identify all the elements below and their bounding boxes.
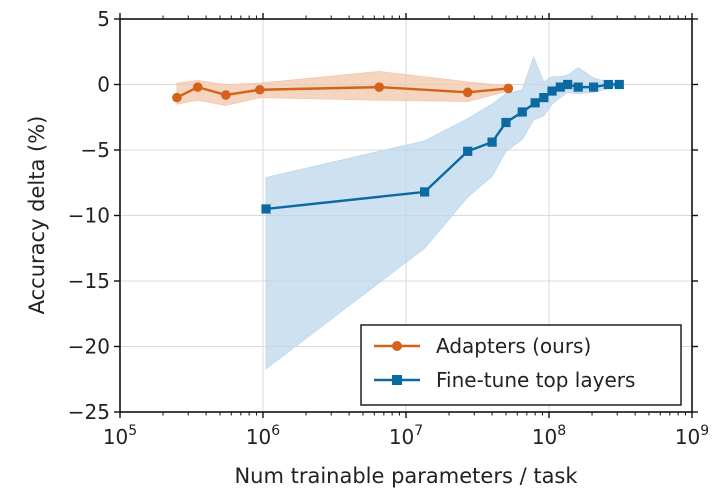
data-point [374, 82, 385, 92]
data-point [261, 204, 271, 214]
data-point [420, 187, 430, 197]
y-tick-label: −25 [68, 400, 110, 424]
x-tick-label: 109 [675, 423, 709, 449]
data-point [503, 83, 514, 94]
x-tick-label: 106 [246, 423, 280, 449]
watermark: 知乎 @华师数据王嘉宁 [537, 455, 712, 475]
y-tick-label: 5 [97, 7, 110, 31]
legend-box [360, 324, 682, 406]
data-point [221, 90, 231, 100]
y-tick-label: −20 [68, 335, 110, 359]
data-point [614, 79, 624, 90]
legend-label-adapters: Adapters (ours) [436, 334, 591, 358]
data-point [573, 82, 583, 92]
data-point [487, 137, 497, 147]
confidence-bands [176, 55, 620, 370]
legend-marker-finetune [392, 375, 402, 385]
legend-label-finetune: Fine-tune top layers [436, 368, 635, 392]
series-markers [172, 79, 624, 214]
data-point [517, 107, 527, 117]
y-tick-label: −10 [68, 204, 110, 228]
data-point [588, 82, 599, 92]
data-point [563, 79, 573, 90]
data-point [603, 79, 613, 90]
x-axis-title: Num trainable parameters / task [234, 464, 578, 488]
data-point [555, 82, 565, 92]
data-point [501, 117, 511, 128]
legend-marker-adapters [392, 341, 402, 351]
data-point [193, 82, 203, 92]
axis-ticks: 105 106 107 108 109 5 0 −5 −10 −15 −20 −25 [68, 7, 709, 449]
data-point [462, 87, 473, 98]
y-tick-label: −15 [68, 269, 110, 293]
data-point [255, 84, 265, 95]
data-point [530, 98, 540, 108]
y-tick-label: 0 [97, 73, 110, 97]
data-point [547, 86, 557, 96]
x-tick-label: 107 [389, 423, 423, 449]
data-point [539, 93, 549, 103]
data-point [463, 146, 473, 156]
legend: Adapters (ours) Fine-tune top layers [360, 324, 682, 406]
y-tick-label: −5 [81, 138, 110, 162]
confidence-band [265, 55, 620, 370]
y-axis-title: Accuracy delta (%) [25, 116, 49, 315]
x-tick-label: 108 [532, 423, 566, 449]
x-tick-label: 105 [103, 423, 137, 449]
data-point [172, 92, 182, 103]
